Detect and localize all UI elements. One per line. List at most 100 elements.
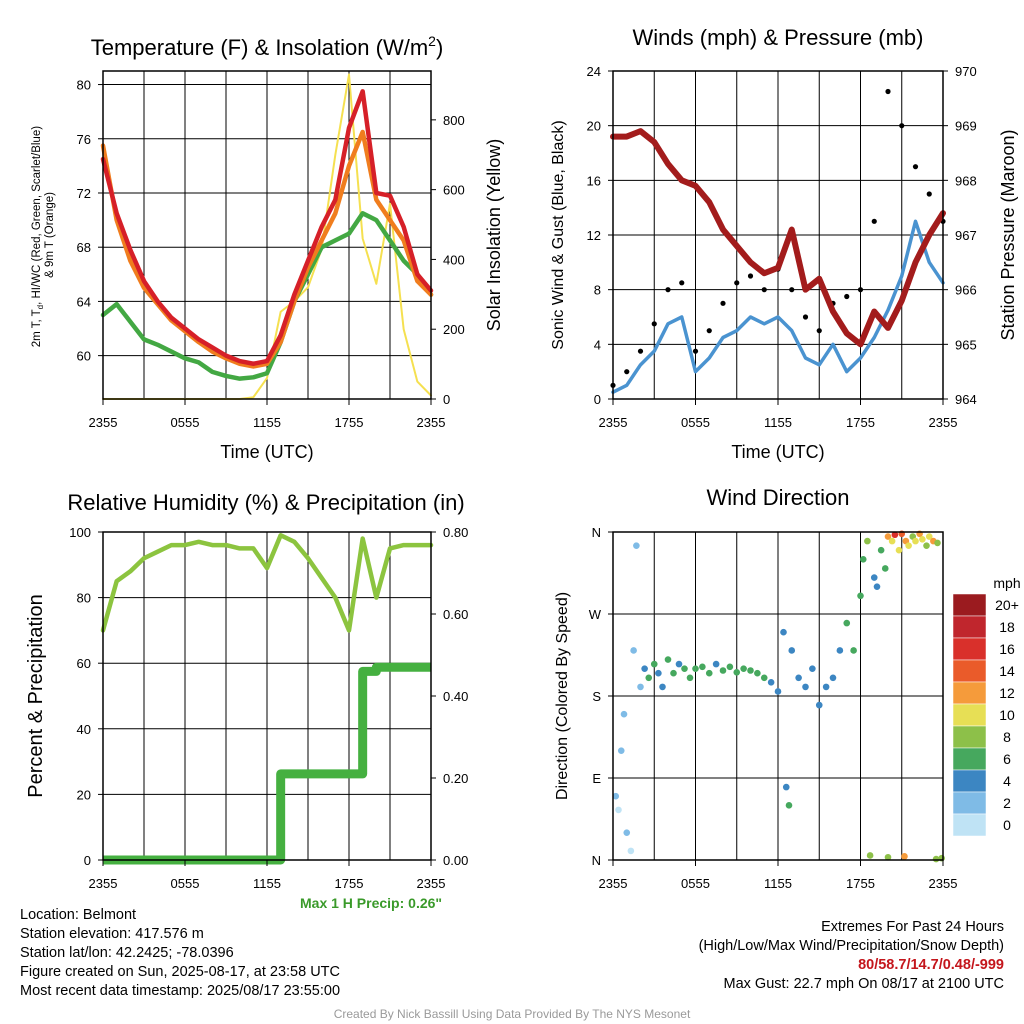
x-tick-label: 2355 [417,415,446,430]
y-tick-label: N [592,853,601,868]
gust-dot [679,280,685,286]
gust-dot [844,293,850,300]
colorbar-label: 8 [1003,729,1011,745]
y-tick-label: N [592,525,601,540]
temperature-grid [103,71,431,399]
winds-panel: Winds (mph) & Pressure (mb) 04812162024 … [550,25,1018,462]
direction-point [760,674,768,682]
y-tick-label: 970 [955,64,977,79]
direction-point [686,674,694,682]
y-tick-label: 68 [77,240,91,255]
colorbar-label: 14 [999,663,1015,679]
y-tick-label: 968 [955,173,977,188]
direction-point [788,647,796,654]
sonic-wind-line [611,219,945,394]
x-tick-label: 1155 [764,876,792,891]
colorbar-label: 20+ [995,597,1019,613]
y-tick-label: 0.80 [443,525,468,540]
temperature-x-ticks: 2355 0555 1155 1755 2355 [89,399,446,430]
winds-title: Winds (mph) & Pressure (mb) [633,25,924,50]
y-tick-label: 16 [587,173,601,188]
gust-dot [857,287,864,293]
y-tick-label: 0 [594,392,601,407]
winds-ylabel-left: Sonic Wind & Gust (Blue, Black) [550,120,567,349]
gust-dot [720,300,726,306]
humidity-grid [103,532,431,860]
direction-point [664,656,672,663]
colorbar-label: 2 [1003,795,1011,811]
latlon-text: Station lat/lon: 42.2425; -78.0396 [20,945,234,961]
y-tick-label: 0 [443,392,450,407]
x-tick-label: 1755 [335,415,364,430]
x-tick-label: 2355 [89,415,118,430]
gust-dot [789,287,795,293]
direction-point [617,747,625,754]
extremes-info: Extremes For Past 24 Hours (High/Low/Max… [699,918,1004,994]
gust-dot [871,218,877,224]
direction-point [630,647,637,654]
direction-point [905,542,912,549]
x-tick-label: 0555 [681,876,710,891]
colorbar-swatch [952,681,987,705]
direction-point [623,829,631,836]
colorbar-label: 18 [999,619,1015,635]
direction-y-ticks: N E S W N [589,525,613,868]
direction-point [888,537,896,545]
y-tick-label: 400 [443,252,465,267]
colorbar-swatch [952,703,987,727]
gust-dot [885,88,891,95]
gust-dot [912,164,919,170]
direction-point [923,542,930,549]
direction-point [712,660,720,668]
x-tick-label: 2355 [89,876,118,891]
extremes-desc: (High/Low/Max Wind/Precipitation/Snow De… [698,938,1004,954]
precip-y-ticks: 0.00 0.20 0.40 0.60 0.80 [431,525,468,868]
direction-point [675,660,683,668]
colorbar-swatch [952,813,987,837]
direction-point [733,669,741,676]
dewpoint-line [100,211,434,381]
colorbar-swatch [952,659,987,683]
direction-point [782,783,790,791]
gust-dot [624,369,630,375]
direction-point [850,647,857,654]
direction-point [633,542,640,549]
colorbar-swatch [952,637,987,661]
direction-point [864,537,871,545]
elevation-text: Station elevation: 417.576 m [20,926,204,942]
gust-dot [692,348,699,354]
direction-point [747,667,754,674]
y-tick-label: 0.20 [443,771,468,786]
gust-dot [637,348,644,354]
colorbar-label: 6 [1003,751,1011,767]
y-tick-label: 60 [77,349,91,364]
direction-point [670,669,677,677]
y-tick-label: 100 [69,525,91,540]
colorbar-label: 12 [999,685,1015,701]
y-tick-label: 969 [955,119,977,134]
direction-point [692,665,699,672]
temp-2m-line [100,89,434,367]
x-tick-label: 2355 [599,876,628,891]
humidity-title: Relative Humidity (%) & Precipitation (i… [67,490,464,515]
direction-point [859,556,867,563]
x-tick-label: 2355 [929,415,958,430]
direction-point [645,674,653,682]
winds-grid [613,71,943,399]
direction-point [719,667,727,674]
direction-points [612,530,945,863]
temperature-ylabel-left: 2m T, Td, HI/WC (Red, Green, Scarlet/Blu… [31,123,56,348]
direction-point [829,674,837,682]
y-tick-label: 0 [84,853,91,868]
colorbar-label: 0 [1003,817,1011,833]
y-tick-label: 965 [955,337,977,352]
gust-dot [802,314,809,320]
humidity-y-ticks: 0 20 40 60 80 100 [69,525,103,868]
direction-point [912,537,919,545]
y-tick-label: E [592,771,601,786]
humidity-panel: Relative Humidity (%) & Precipitation (i… [25,490,468,891]
temperature-xlabel: Time (UTC) [220,442,313,462]
y-tick-label: 0.40 [443,689,468,704]
direction-point [627,847,635,855]
